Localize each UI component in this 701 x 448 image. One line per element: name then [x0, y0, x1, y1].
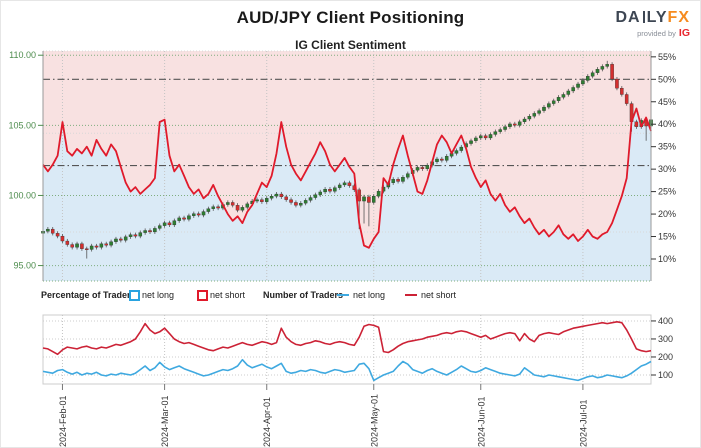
pct-tick-label: 50%: [658, 74, 676, 84]
net-long-region: [43, 108, 651, 281]
traders-line-net-short: [42, 321, 652, 356]
dailyfx-wordmark: DA LYFX: [615, 9, 690, 27]
pct-tick-label: 30%: [658, 164, 676, 174]
legend-swatch-pct-net-long: [129, 290, 140, 302]
date-tick-label: 2024-Mar-01: [160, 395, 170, 447]
pct-tick-label: 15%: [658, 232, 676, 242]
traders-count-plot: 400 300 200 100: [42, 314, 673, 385]
square-swatch-icon: [197, 290, 208, 301]
traders-line-net-long: [42, 358, 652, 382]
count-tick-label: 300: [658, 334, 673, 344]
dailyfx-logo: DA LYFX provided by IG: [615, 9, 690, 39]
ig-logo: IG: [678, 26, 690, 39]
net-short-pct-line: [42, 107, 652, 249]
square-swatch-icon: [129, 290, 140, 301]
legend-label-num-net-short: net short: [421, 290, 457, 300]
date-tick-label: 2024-Apr-01: [262, 397, 272, 447]
count-tick-label: 400: [658, 316, 673, 326]
pct-tick-label: 40%: [658, 119, 676, 129]
price-tick-label: 95.00: [13, 261, 36, 271]
price-sentiment-plot: 110.00 105.00 100.00 95.00 55% 50% 45% 40% 35% 30…: [8, 50, 676, 282]
pct-tick-label: 55%: [658, 52, 676, 62]
pct-tick-label: 45%: [658, 97, 676, 107]
provided-by-text: provided by: [637, 28, 676, 38]
provided-by-line: provided by IG: [615, 26, 690, 40]
legend-group-percentage: Percentage of Traders: [41, 290, 136, 300]
pct-tick-label: 25%: [658, 187, 676, 197]
count-tick-label: 100: [658, 370, 673, 380]
legend-label-pct-net-long: net long: [142, 290, 175, 300]
date-axis: 2024-Feb-01 2024-Mar-01 2024-Apr-01 2024-Ma…: [58, 384, 588, 447]
logo-text-ly: LY: [646, 9, 668, 26]
pct-tick-label: 20%: [658, 209, 676, 219]
date-tick-label: 2024-Jun-01: [476, 396, 486, 447]
legend-swatch-pct-net-short: [197, 290, 208, 302]
date-tick-label: 2024-Jul-01: [578, 399, 588, 447]
legend-label-pct-net-short: net short: [210, 290, 246, 300]
logo-text-fx: FX: [667, 9, 690, 26]
logo-text-da: DA: [615, 9, 641, 26]
price-tick-label: 105.00: [8, 120, 36, 130]
page-title: AUD/JPY Client Positioning: [236, 8, 465, 27]
price-tick-label: 110.00: [9, 50, 36, 60]
chart-subtitle: IG Client Sentiment: [295, 38, 406, 52]
price-candles: [41, 60, 653, 259]
chart-legend: Percentage of Traders net long net short…: [1, 290, 700, 306]
legend-swatch-num-net-long: [337, 290, 349, 300]
logo-bar-icon: [642, 11, 645, 23]
pct-tick-label: 10%: [658, 254, 676, 264]
price-tick-label: 100.00: [8, 190, 36, 200]
line-swatch-icon: [337, 294, 349, 296]
count-tick-label: 200: [658, 352, 673, 362]
legend-label-num-net-long: net long: [353, 290, 386, 300]
legend-group-number: Number of Traders: [263, 290, 344, 300]
date-tick-label: 2024-Feb-01: [58, 395, 68, 447]
legend-swatch-num-net-short: [405, 290, 417, 300]
line-swatch-icon: [405, 294, 417, 296]
pct-tick-label: 35%: [658, 142, 676, 152]
date-tick-label: 2024-May-01: [369, 394, 379, 447]
